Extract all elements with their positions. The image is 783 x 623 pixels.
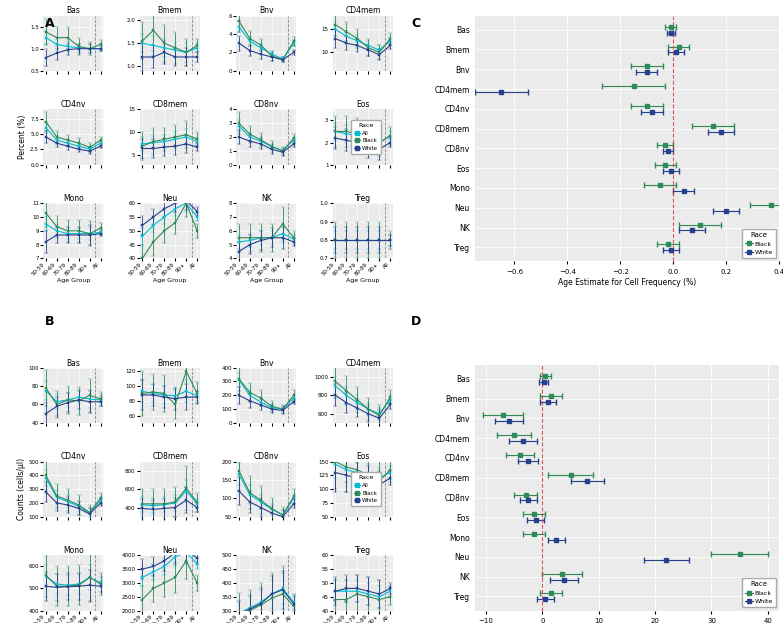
Title: Bas: Bas [67, 6, 80, 16]
Title: Treg: Treg [355, 194, 371, 203]
Legend: Black, White: Black, White [742, 578, 776, 607]
Title: Neu: Neu [162, 546, 178, 555]
Y-axis label: Counts (cells/μl): Counts (cells/μl) [16, 458, 26, 520]
Title: Neu: Neu [162, 194, 178, 203]
Title: CD8nv: CD8nv [254, 452, 279, 462]
Title: CD8nv: CD8nv [254, 100, 279, 109]
Title: NK: NK [261, 194, 272, 203]
Title: CD4nv: CD4nv [60, 452, 86, 462]
Title: Bnv: Bnv [259, 6, 273, 16]
X-axis label: Age Estimate for Cell Frequency (%): Age Estimate for Cell Frequency (%) [557, 278, 696, 287]
Legend: All, Black, White: All, Black, White [351, 120, 381, 154]
Legend: Black, White: Black, White [742, 229, 776, 259]
X-axis label: Age Group: Age Group [56, 278, 90, 283]
X-axis label: Age Group: Age Group [250, 278, 283, 283]
Title: CD4mem: CD4mem [345, 6, 381, 16]
Text: D: D [411, 315, 421, 328]
Title: Bmem: Bmem [157, 359, 182, 368]
Text: A: A [45, 17, 54, 31]
X-axis label: Age Group: Age Group [346, 278, 380, 283]
Title: Mono: Mono [63, 194, 84, 203]
Title: Bmem: Bmem [157, 6, 182, 16]
Title: Treg: Treg [355, 546, 371, 555]
X-axis label: Age Group: Age Group [153, 278, 186, 283]
Title: Bnv: Bnv [259, 359, 273, 368]
Title: CD8mem: CD8mem [152, 452, 187, 462]
Text: B: B [45, 315, 54, 328]
Title: Eos: Eos [356, 100, 370, 109]
Title: NK: NK [261, 546, 272, 555]
Text: C: C [411, 17, 420, 31]
Title: Mono: Mono [63, 546, 84, 555]
Title: CD4mem: CD4mem [345, 359, 381, 368]
Title: CD8mem: CD8mem [152, 100, 187, 109]
Title: CD4nv: CD4nv [60, 100, 86, 109]
Y-axis label: Percent (%): Percent (%) [18, 115, 27, 159]
Legend: All, Black, White: All, Black, White [351, 472, 381, 506]
Title: Bas: Bas [67, 359, 80, 368]
Title: Eos: Eos [356, 452, 370, 462]
